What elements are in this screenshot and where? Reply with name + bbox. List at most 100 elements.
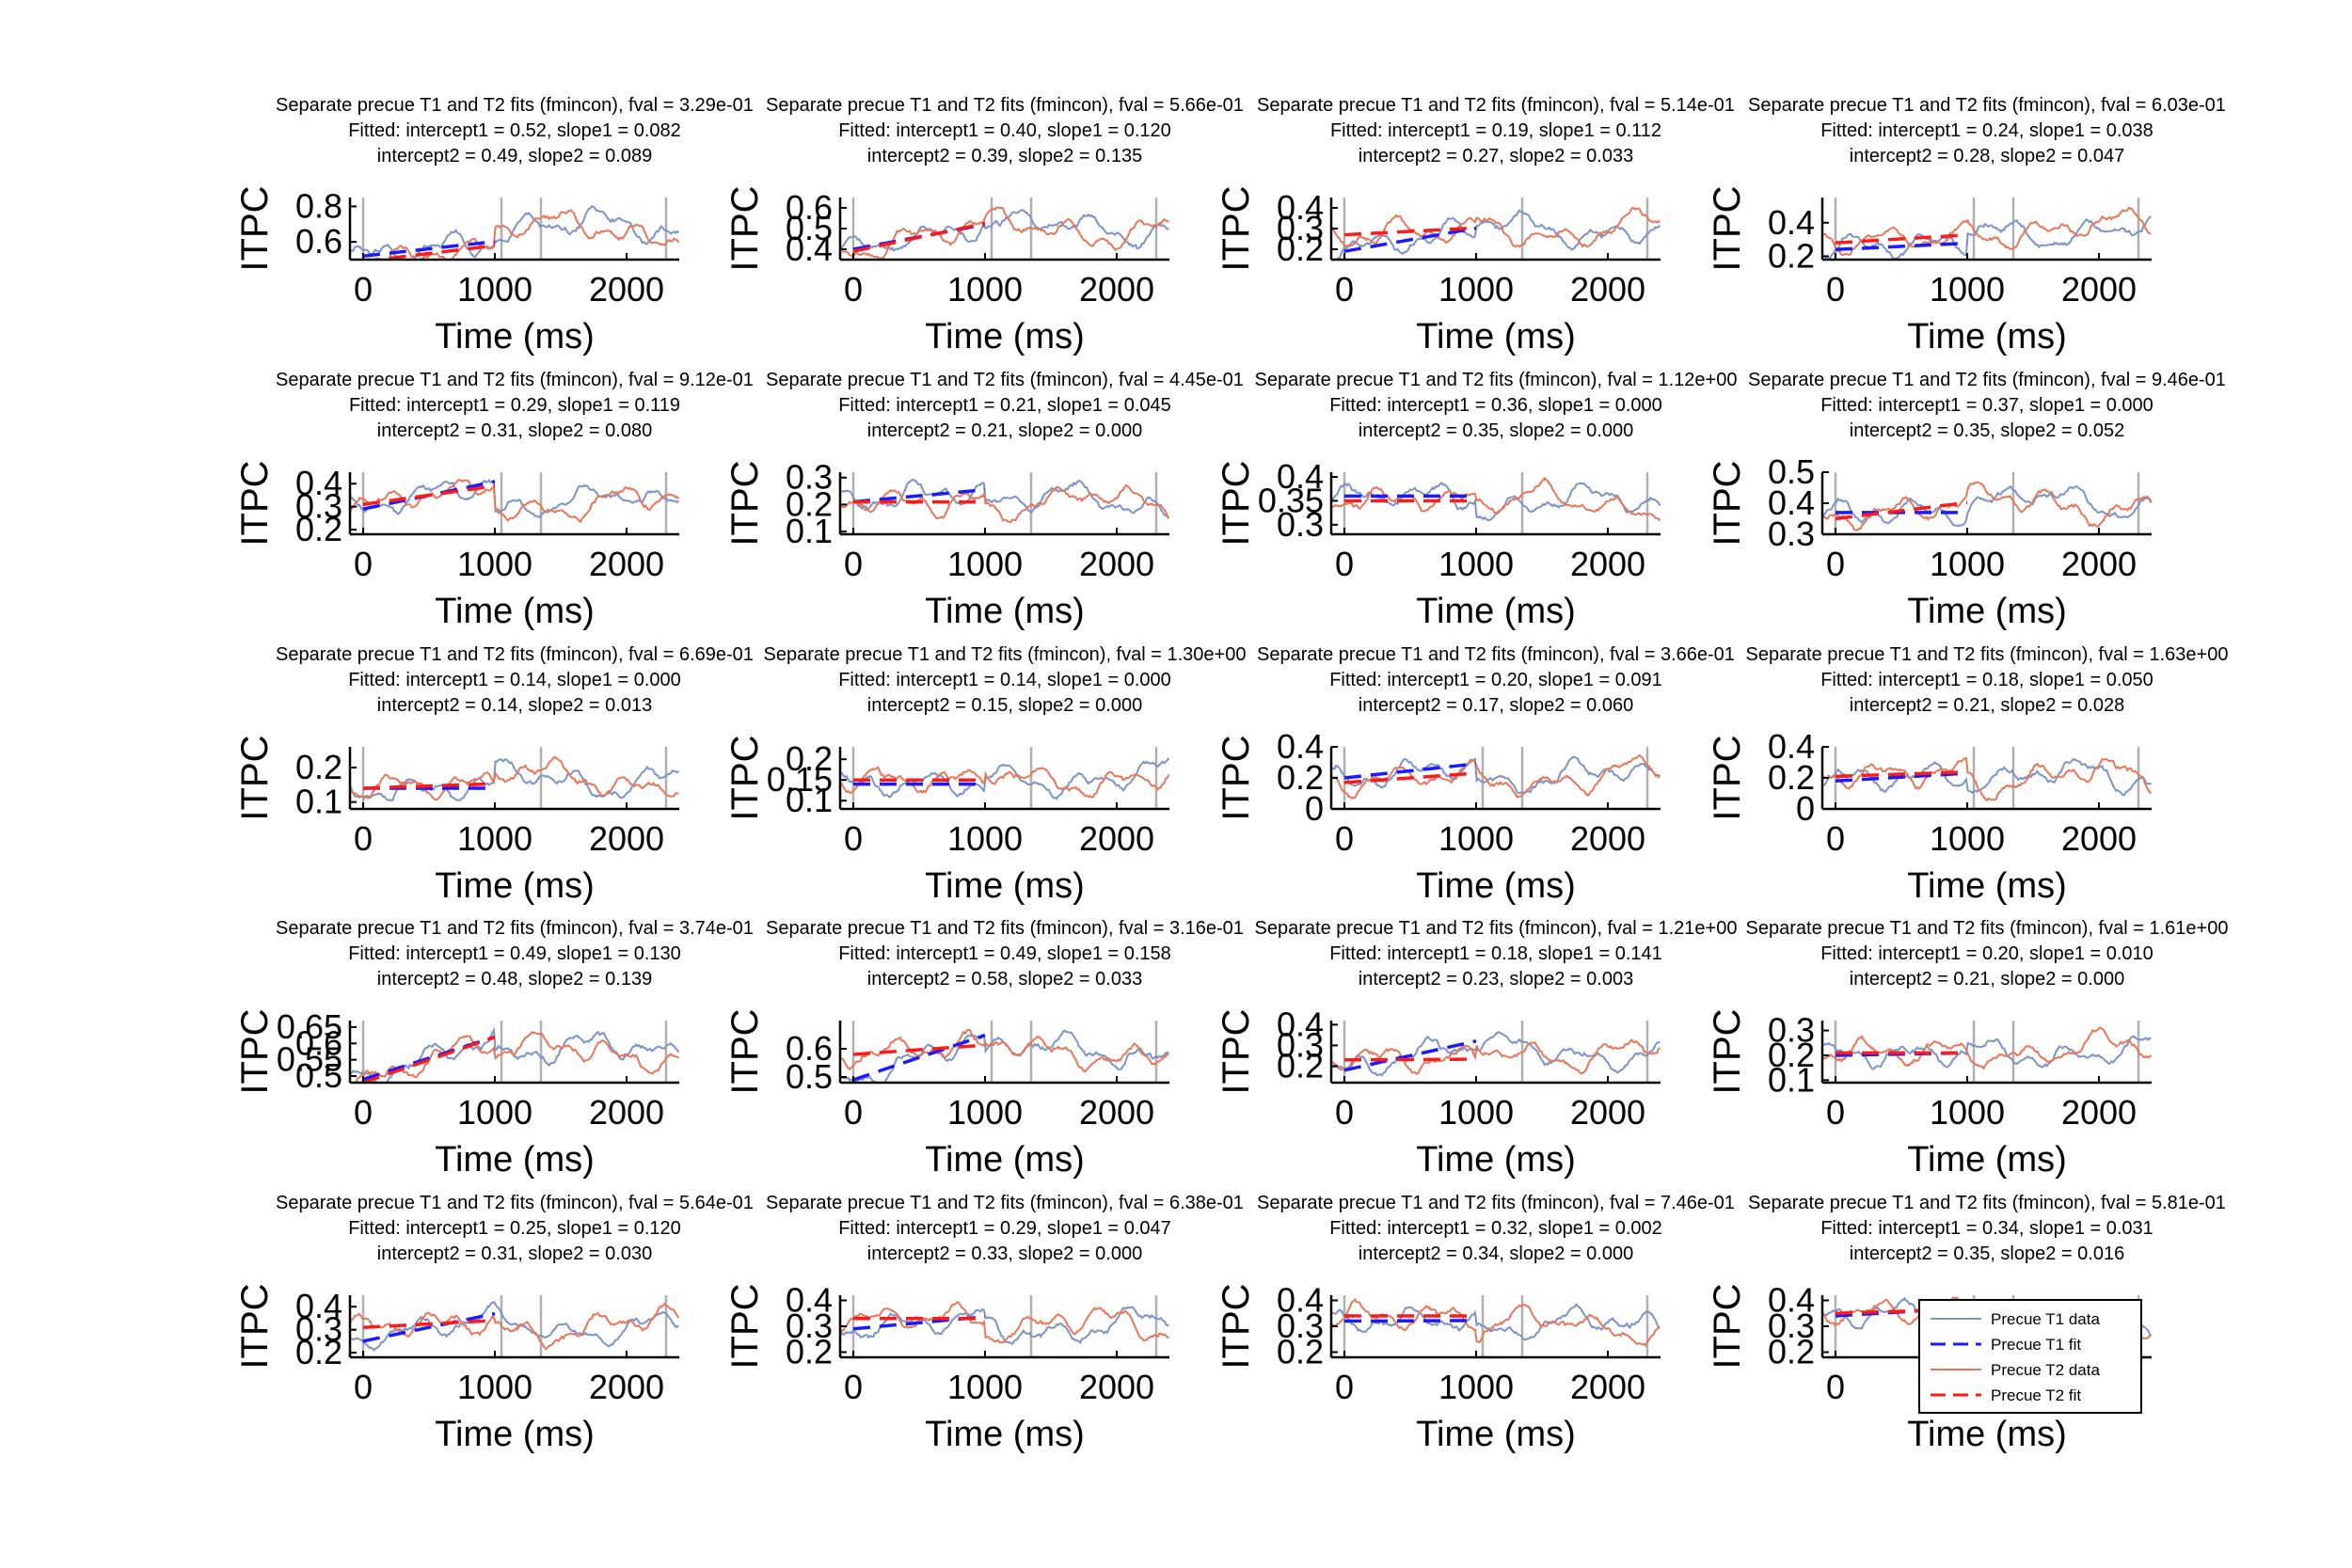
y-tick-label: 0.35	[1258, 481, 1324, 519]
subplot-title-line: Separate precue T1 and T2 fits (fmincon)…	[1746, 918, 2229, 939]
subplot-title-line: intercept2 = 0.35, slope2 = 0.016	[1850, 1243, 2124, 1264]
x-axis-label: Time (ms)	[1907, 317, 2067, 356]
y-tick-label: 0.3	[1768, 1011, 1815, 1050]
y-axis-label: ITPC	[1216, 185, 1257, 271]
precue-t2-data-line	[1331, 206, 1661, 248]
precue-t1-fit-line	[1343, 1319, 1477, 1323]
subplot-title-line: Separate precue T1 and T2 fits (fmincon)…	[766, 918, 1244, 939]
precue-t2-data-line	[1822, 206, 2152, 257]
precue-t1-data-line	[350, 1026, 679, 1083]
y-tick-label: 0.2	[1768, 1036, 1815, 1074]
precue-t2-fit-line	[1343, 1057, 1477, 1062]
y-axis-label: ITPC	[1707, 185, 1748, 271]
plot-area	[840, 472, 1169, 534]
legend-item: Precue T2 fit	[1931, 1386, 2081, 1404]
precue-t2-data-line	[354, 1030, 679, 1083]
legend-item: Precue T1 fit	[1931, 1336, 2081, 1354]
legend-label: Precue T2 data	[1991, 1361, 2100, 1379]
x-axis-label: Time (ms)	[1416, 1415, 1576, 1454]
y-tick-label: 0.1	[786, 781, 833, 819]
subplot-title-line: Separate precue T1 and T2 fits (fmincon)…	[276, 918, 754, 939]
subplot-title-line: Separate precue T1 and T2 fits (fmincon)…	[1746, 644, 2229, 665]
precue-t1-data-line	[1822, 215, 2152, 260]
subplot-2: Separate precue T1 and T2 fits (fmincon)…	[724, 95, 1244, 356]
x-tick-label: 2000	[589, 1368, 664, 1406]
y-tick-label: 0	[1305, 789, 1324, 828]
x-tick-label: 1000	[1438, 819, 1514, 858]
x-tick-label: 0	[844, 1093, 863, 1132]
subplot-15: Separate precue T1 and T2 fits (fmincon)…	[1216, 918, 1737, 1180]
subplot-title-line: Fitted: intercept1 = 0.49, slope1 = 0.15…	[838, 943, 1171, 964]
y-tick-label: 0.5	[786, 1057, 833, 1096]
precue-t2-fit-line	[852, 221, 986, 253]
subplot-title-line: intercept2 = 0.31, slope2 = 0.080	[377, 420, 652, 441]
plot-area	[840, 1295, 1169, 1357]
subplot-title-line: Fitted: intercept1 = 0.49, slope1 = 0.13…	[348, 943, 681, 964]
x-tick-label: 1000	[947, 270, 1023, 309]
precue-t1-fit-line	[362, 240, 496, 258]
subplot-14: Separate precue T1 and T2 fits (fmincon)…	[724, 918, 1244, 1180]
subplot-title-line: Separate precue T1 and T2 fits (fmincon)…	[1257, 644, 1735, 665]
subplot-3: Separate precue T1 and T2 fits (fmincon)…	[1216, 95, 1735, 356]
x-tick-label: 0	[1826, 819, 1845, 858]
x-tick-label: 2000	[1079, 270, 1154, 309]
x-tick-label: 1000	[1438, 545, 1514, 583]
precue-t1-data-line	[840, 757, 1169, 800]
x-tick-label: 2000	[589, 270, 664, 309]
precue-t1-data-line	[1822, 1035, 2152, 1070]
subplot-title-line: Separate precue T1 and T2 fits (fmincon)…	[276, 644, 754, 665]
y-tick-label: 0.2	[1277, 1046, 1324, 1085]
x-tick-label: 0	[844, 270, 863, 309]
precue-t1-data-line	[840, 478, 1169, 519]
plot-area	[350, 747, 679, 809]
subplot-title-line: intercept2 = 0.49, slope2 = 0.089	[377, 146, 652, 166]
subplot-7: Separate precue T1 and T2 fits (fmincon)…	[1216, 370, 1737, 631]
y-tick-label: 0.2	[1768, 1333, 1815, 1371]
y-tick-label: 0.4	[1277, 727, 1324, 766]
subplot-title-line: intercept2 = 0.39, slope2 = 0.135	[867, 146, 1142, 166]
subplot-title-line: intercept2 = 0.35, slope2 = 0.052	[1850, 420, 2124, 441]
subplot-title-line: intercept2 = 0.23, slope2 = 0.003	[1359, 969, 1633, 990]
subplot-19: Separate precue T1 and T2 fits (fmincon)…	[1216, 1193, 1735, 1454]
subplot-title-line: Fitted: intercept1 = 0.20, slope1 = 0.01…	[1820, 943, 2153, 964]
x-tick-label: 1000	[947, 545, 1023, 583]
plot-area	[350, 1021, 679, 1083]
precue-t1-data-line	[840, 209, 1169, 252]
subplot-title-line: Fitted: intercept1 = 0.36, slope1 = 0.00…	[1329, 395, 1662, 416]
x-tick-label: 2000	[2061, 270, 2137, 309]
x-tick-label: 2000	[1570, 270, 1645, 309]
y-axis-label: ITPC	[724, 460, 766, 546]
y-axis-label: ITPC	[1216, 1283, 1257, 1369]
y-tick-label: 0.4	[1768, 1281, 1815, 1320]
x-axis-label: Time (ms)	[1416, 317, 1576, 356]
precue-t2-fit-line	[1835, 500, 1968, 521]
x-tick-label: 1000	[457, 1093, 532, 1132]
x-tick-label: 1000	[457, 270, 532, 309]
y-axis-label: ITPC	[724, 735, 766, 820]
subplot-title-line: Separate precue T1 and T2 fits (fmincon)…	[764, 644, 1247, 665]
x-tick-label: 1000	[947, 819, 1023, 858]
legend-item: Precue T2 data	[1931, 1361, 2100, 1379]
y-tick-label: 0.4	[1768, 483, 1815, 522]
x-axis-label: Time (ms)	[1416, 592, 1576, 631]
x-tick-label: 2000	[2061, 819, 2137, 858]
y-tick-label: 0.2	[1277, 1333, 1324, 1371]
y-tick-label: 0.5	[786, 209, 833, 247]
precue-t2-data-line	[350, 756, 679, 801]
y-axis-label: ITPC	[1216, 460, 1257, 546]
y-tick-label: 0.3	[786, 1307, 833, 1345]
x-axis-label: Time (ms)	[925, 1140, 1085, 1180]
y-tick-label: 0.5	[1768, 452, 1815, 491]
x-axis-label: Time (ms)	[925, 1415, 1085, 1454]
subplot-title-line: intercept2 = 0.21, slope2 = 0.000	[867, 420, 1142, 441]
x-tick-label: 2000	[589, 545, 664, 583]
subplot-title-line: Separate precue T1 and T2 fits (fmincon)…	[766, 1193, 1244, 1213]
subplot-title-line: Separate precue T1 and T2 fits (fmincon)…	[1748, 370, 2226, 390]
subplot-title-line: intercept2 = 0.17, slope2 = 0.060	[1359, 695, 1633, 716]
subplot-title-line: Separate precue T1 and T2 fits (fmincon)…	[276, 95, 754, 116]
y-tick-label: 0.2	[786, 1333, 833, 1371]
y-tick-label: 0.2	[1768, 236, 1815, 275]
precue-t2-fit-line	[362, 782, 496, 790]
subplot-title-line: intercept2 = 0.31, slope2 = 0.030	[377, 1243, 652, 1264]
y-axis-label: ITPC	[724, 1283, 766, 1369]
